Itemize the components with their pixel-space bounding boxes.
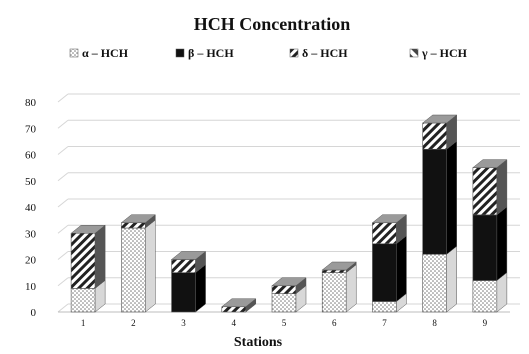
bar-side-s2-c0 <box>94 224 106 289</box>
gridline-depth <box>57 146 69 155</box>
y-axis: 0 10 20 30 40 50 60 70 80 <box>25 97 37 319</box>
x-axis-title: Stations <box>234 335 283 349</box>
bar-segment-s2-c3 <box>221 306 247 313</box>
bar-top-c8 <box>472 159 508 168</box>
legend-label: β – HCH <box>188 46 234 60</box>
bar-top-c7 <box>421 114 458 124</box>
x-tick-label: 3 <box>181 318 186 328</box>
bar-side-s2-c8 <box>496 159 508 216</box>
legend-swatch <box>409 48 419 58</box>
y-tick-label: 80 <box>25 97 37 109</box>
legend-swatch <box>175 48 185 58</box>
x-tick-label: 5 <box>282 318 287 328</box>
x-tick-label: 9 <box>483 318 488 328</box>
bar-segment-s0-c8 <box>472 280 498 313</box>
gridline-depth <box>57 224 69 234</box>
bar-top-c3 <box>221 298 257 307</box>
bar-side-s1-c7 <box>446 140 457 255</box>
bar-top-c6 <box>371 214 408 223</box>
x-tick-label: 1 <box>81 318 86 328</box>
bar-side-s1-c8 <box>496 206 508 282</box>
gridline-depth <box>57 198 69 208</box>
x-tick-label: 2 <box>131 318 136 328</box>
bar-segment-s2-c0 <box>70 232 96 289</box>
gridline-depth <box>57 251 69 260</box>
bar-top-c5 <box>321 261 357 271</box>
gridline-depth <box>57 93 69 103</box>
y-tick-label: 30 <box>25 228 37 240</box>
gridline-depth <box>57 303 69 313</box>
bar-segment-s0-c6 <box>372 301 397 313</box>
gridline-depth <box>57 277 69 287</box>
x-axis: 1 2 3 4 5 6 7 8 9 <box>81 318 488 328</box>
legend-label: δ – HCH <box>302 46 348 60</box>
bar-segment-s0-c7 <box>422 253 447 313</box>
bar-side-s0-c7 <box>446 245 457 313</box>
bar-segment-s0-c5 <box>321 272 347 313</box>
y-tick-label: 40 <box>25 202 37 214</box>
y-tick-label: 70 <box>25 123 37 135</box>
gridline-depth <box>57 172 69 182</box>
bar-segment-s1-c6 <box>372 243 397 302</box>
x-tick-label: 7 <box>382 318 387 328</box>
bar-segment-s2-c7 <box>422 122 447 150</box>
legend-label: γ – HCH <box>421 46 468 60</box>
y-tick-label: 60 <box>25 150 37 162</box>
bar-segment-s0-c1 <box>121 227 146 313</box>
bar-segment-s2-c8 <box>472 167 498 216</box>
bar-segment-s2-c1 <box>121 222 146 229</box>
bar-segment-s0-c0 <box>70 288 96 313</box>
bar-segment-s2-c5 <box>321 269 347 273</box>
y-tick-label: 10 <box>25 281 37 293</box>
bar-side-s0-c1 <box>145 219 156 313</box>
bar-segment-s2-c4 <box>271 285 297 294</box>
bar-top-c1 <box>120 214 157 223</box>
legend-swatch <box>289 48 299 58</box>
x-tick-label: 8 <box>432 318 437 328</box>
bar-top-c0 <box>70 225 106 234</box>
chart-bars <box>70 114 508 313</box>
bar-segment-s1-c8 <box>472 214 498 281</box>
bar-top-c4 <box>271 277 307 286</box>
y-tick-label: 50 <box>25 176 37 188</box>
y-tick-label: 20 <box>25 255 37 267</box>
bar-segment-s0-c4 <box>271 293 297 313</box>
chart-title: HCH Concentration <box>194 14 351 34</box>
bar-top-c2 <box>170 251 207 260</box>
legend-label: α – HCH <box>82 46 129 60</box>
x-tick-label: 4 <box>232 318 237 328</box>
legend-swatch <box>69 48 79 58</box>
bar-segment-s2-c2 <box>171 259 196 273</box>
bar-segment-s2-c6 <box>372 222 397 245</box>
gridline-depth <box>57 119 69 129</box>
bar-segment-s1-c2 <box>171 272 196 313</box>
bar-segment-s1-c7 <box>422 148 447 255</box>
y-tick-label: 0 <box>31 307 37 319</box>
chart-legend: α – HCH β – HCH δ – HCH γ – HCH <box>69 46 468 60</box>
x-tick-label: 6 <box>332 318 337 328</box>
bar-side-s1-c6 <box>396 235 407 303</box>
